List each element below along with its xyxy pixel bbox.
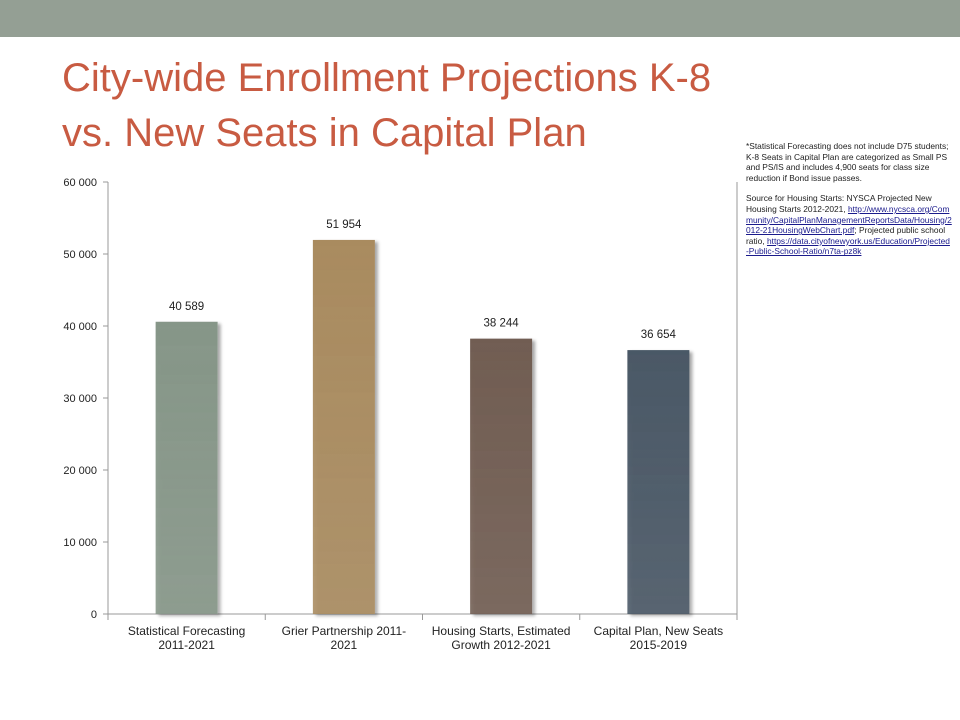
y-tick-label: 10 000 bbox=[63, 537, 97, 549]
y-tick-label: 50 000 bbox=[63, 249, 97, 261]
y-tick-label: 0 bbox=[91, 609, 97, 621]
top-band bbox=[0, 0, 960, 37]
footnote-note: *Statistical Forecasting does not includ… bbox=[746, 141, 949, 183]
bar-value-label: 38 244 bbox=[484, 318, 520, 330]
source-mid: ; Projected public school ratio, bbox=[746, 225, 946, 246]
bar-value-label: 51 954 bbox=[326, 219, 362, 231]
y-tick-label: 40 000 bbox=[63, 321, 97, 333]
x-category-label: Housing Starts, Estimated Growth 2012-202… bbox=[432, 624, 571, 652]
bar-value-label: 40 589 bbox=[169, 301, 204, 313]
x-category-label: Capital Plan, New Seats 2015-2019 bbox=[594, 624, 723, 652]
x-category-label: Grier Partnership 2011-2021 bbox=[282, 624, 407, 652]
bar bbox=[470, 338, 533, 614]
source-note: Source for Housing Starts: NYSCA Project… bbox=[746, 193, 952, 257]
bar bbox=[627, 350, 690, 614]
bar-value-label: 36 654 bbox=[641, 329, 677, 341]
x-category-label: Statistical Forecasting 2011-2021 bbox=[128, 624, 245, 652]
bar bbox=[312, 239, 375, 614]
y-tick-label: 60 000 bbox=[63, 177, 97, 189]
school-ratio-link[interactable]: https://data.cityofnewyork.us/Education/… bbox=[746, 235, 950, 257]
y-tick-label: 20 000 bbox=[63, 465, 97, 477]
slide-title: City-wide Enrollment Projections K-8 vs.… bbox=[62, 56, 712, 155]
bar bbox=[155, 321, 218, 614]
housing-starts-link[interactable]: http://www.nycsca.org/Community/CapitalP… bbox=[746, 203, 952, 236]
source-intro: Source for Housing Starts: NYSCA Project… bbox=[746, 193, 932, 214]
y-tick-label: 30 000 bbox=[63, 393, 97, 405]
footnote: *Statistical Forecasting does not includ… bbox=[746, 141, 952, 257]
